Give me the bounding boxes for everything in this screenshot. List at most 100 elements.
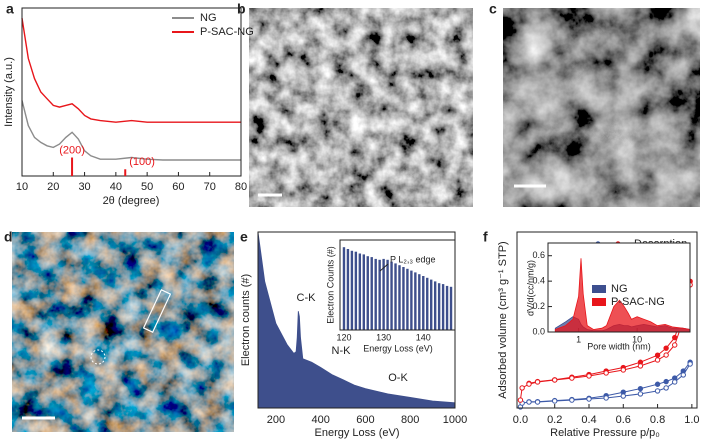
area <box>554 258 691 333</box>
x-tick-label: 0.4 <box>581 414 596 426</box>
x-tick-label: 140 <box>416 332 431 342</box>
y-axis-label: Adsorbed volume (cm³ g⁻¹ STP) <box>497 241 509 398</box>
reference-peak <box>71 157 74 176</box>
panel-label: c <box>489 1 497 17</box>
bar <box>445 285 449 330</box>
y-axis-label: Intensity (a.u.) <box>3 57 15 127</box>
bar <box>382 258 385 330</box>
peak-label: (100) <box>129 156 155 168</box>
x-axis-label: Energy Loss (eV) <box>315 427 400 439</box>
panel-label: f <box>483 229 488 245</box>
bar <box>362 254 365 330</box>
x-tick-label: 10 <box>16 181 28 193</box>
annotation: P L₂,₃ edge <box>390 254 436 264</box>
series-line <box>21 17 241 123</box>
plot-frame <box>547 242 691 333</box>
bar <box>378 259 381 330</box>
x-tick-label: 50 <box>141 181 153 193</box>
marker <box>534 399 541 405</box>
bar <box>350 250 354 330</box>
y-axis-label: Electron counts (#) <box>240 274 252 366</box>
marker <box>569 397 575 403</box>
legend-label: P-SAC-NG <box>611 296 665 308</box>
marker <box>680 372 686 378</box>
bar <box>437 283 441 330</box>
y-axis-label: Electron Counts (#) <box>325 246 335 324</box>
panel-label: a <box>6 1 14 17</box>
bar <box>433 281 437 330</box>
legend-swatch <box>592 285 606 293</box>
legend-swatch <box>592 298 606 306</box>
marker <box>526 381 532 387</box>
annotation: C-K <box>297 292 317 304</box>
x-tick-label: 0.6 <box>616 414 631 426</box>
legend-label: P-SAC-NG <box>200 26 254 38</box>
bar <box>342 247 346 330</box>
x-tick-label: 20 <box>47 181 59 193</box>
y-tick-label: 0.6 <box>532 250 545 260</box>
marker <box>663 385 669 391</box>
x-tick-label: 600 <box>356 414 374 426</box>
bar <box>390 261 393 330</box>
marker <box>654 357 661 363</box>
bar <box>358 253 362 330</box>
bar <box>426 277 429 330</box>
x-tick-label: 800 <box>401 414 419 426</box>
x-tick-label: 130 <box>376 332 391 342</box>
marker <box>654 352 661 358</box>
marker <box>620 367 626 373</box>
marker <box>663 352 669 358</box>
panel-label: e <box>240 229 248 245</box>
bar <box>418 274 421 330</box>
x-tick-label: 30 <box>78 181 90 193</box>
bar <box>406 268 409 330</box>
bar <box>414 272 417 330</box>
x-tick-label: 10 <box>632 334 642 344</box>
peak-label: (200) <box>59 144 85 156</box>
annotation: N-K <box>332 345 352 357</box>
y-tick-label: 0.0 <box>532 326 545 336</box>
marker <box>637 363 644 369</box>
annotation: O-K <box>388 372 408 384</box>
annotation-arrow <box>379 263 389 272</box>
haadf-image <box>12 232 234 432</box>
x-tick-label: 400 <box>312 414 330 426</box>
y-tick-label: 0.2 <box>532 301 545 311</box>
x-tick-label: 0.0 <box>513 414 528 426</box>
marker <box>637 385 644 392</box>
plot-frame <box>516 231 698 409</box>
marker <box>637 391 644 397</box>
marker <box>526 399 532 405</box>
bar <box>394 263 397 330</box>
bar <box>398 265 401 330</box>
x-tick-label: 40 <box>110 181 122 193</box>
x-tick-label: 80 <box>235 181 247 193</box>
marker <box>672 342 678 348</box>
marker <box>654 388 661 394</box>
series-line <box>21 100 241 161</box>
x-tick-label: 1.0 <box>684 414 699 426</box>
y-tick-label: 0.4 <box>532 276 545 286</box>
x-tick-label: 70 <box>204 181 216 193</box>
tem-image <box>503 8 700 207</box>
bar <box>386 259 389 330</box>
bar <box>441 284 445 330</box>
plot-frame <box>339 239 456 331</box>
area <box>257 231 456 409</box>
x-tick-label: 120 <box>336 332 351 342</box>
marker-box <box>142 289 172 333</box>
bar <box>346 249 350 330</box>
marker <box>620 393 626 399</box>
plot-frame <box>21 7 242 177</box>
marker <box>586 373 592 379</box>
marker <box>552 398 558 404</box>
marker <box>603 370 609 376</box>
marker <box>552 377 558 383</box>
x-axis-label: Energy Loss (eV) <box>363 343 433 353</box>
marker <box>519 385 525 391</box>
marker <box>569 375 575 381</box>
bar <box>422 276 425 330</box>
marker <box>517 397 524 403</box>
bar <box>402 267 405 330</box>
